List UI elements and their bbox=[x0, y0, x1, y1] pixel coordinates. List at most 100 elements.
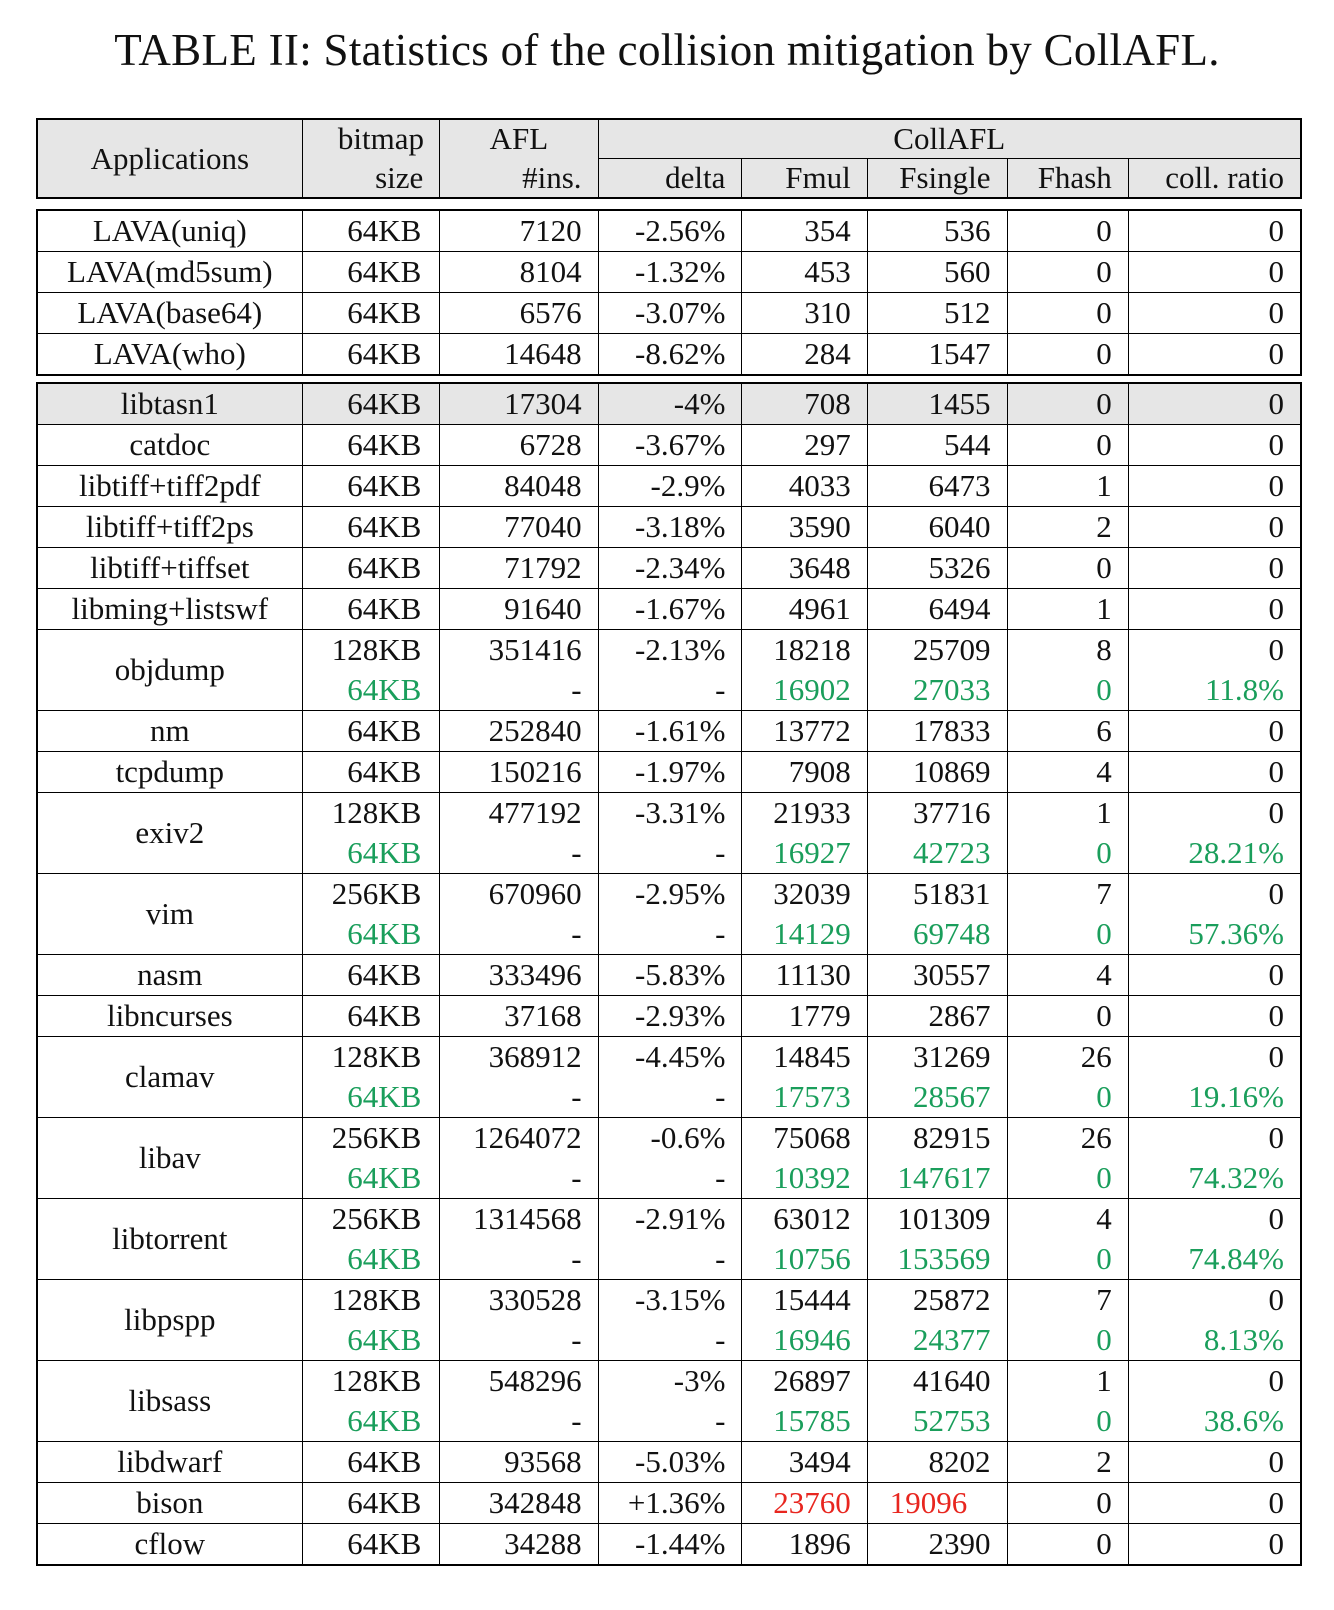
afl-cell: 477192 bbox=[439, 792, 599, 833]
fsingle-cell: 31269 bbox=[867, 1036, 1008, 1077]
ratio-cell: 0 bbox=[1268, 1120, 1285, 1155]
table-row: exiv2 128KB 477192 -3.31% 21933 37716 1 0 bbox=[37, 792, 1301, 874]
table-row: LAVA(who) 64KB 14648 -8.62% 284 1547 0 0 bbox=[37, 333, 1301, 375]
app-name-cell: libtorrent bbox=[37, 1198, 303, 1280]
ratio-cell: 0 bbox=[1128, 751, 1301, 793]
ratio-cell: 0 bbox=[1128, 547, 1301, 589]
ratio-cell: 0 bbox=[1128, 292, 1301, 334]
delta-cell: -1.97% bbox=[598, 751, 743, 793]
delta-alt-cell: - bbox=[598, 670, 743, 711]
fhash-cell: 0 bbox=[1007, 383, 1129, 425]
fmul-cell: 21933 bbox=[741, 792, 868, 833]
app-name-cell: LAVA(md5sum) bbox=[37, 251, 303, 293]
table-row-alt: 64KB - -10392 147617 0 74.32% bbox=[37, 1158, 1301, 1199]
table-row: nm 64KB 252840 -1.61% 13772 17833 6 0 bbox=[37, 710, 1301, 752]
fhash-cell: 1 bbox=[1007, 1360, 1129, 1401]
fhash-alt-cell: 0 bbox=[1007, 1401, 1129, 1442]
header-collafl: CollAFL bbox=[893, 121, 1006, 156]
ratio-cell: 0 bbox=[1268, 795, 1285, 830]
fhash-cell: 0 bbox=[1007, 547, 1129, 589]
ratio-cell: 0 bbox=[1128, 995, 1301, 1037]
bitmap-alt-cell: 64KB bbox=[302, 914, 441, 955]
delta-cell: -5.03% bbox=[598, 1441, 743, 1483]
delta-cell: -1.44% bbox=[598, 1523, 743, 1565]
delta-alt-cell: - bbox=[598, 833, 743, 874]
delta-cell: -3.31% bbox=[598, 792, 743, 833]
fmul-cell: 708 bbox=[741, 383, 868, 425]
afl-cell: 1314568 bbox=[439, 1198, 599, 1239]
afl-cell: 670960 bbox=[439, 873, 599, 914]
table-row-alt: 64KB - -10756 153569 0 74.84% bbox=[37, 1239, 1301, 1280]
header-fmul: Fmul bbox=[741, 158, 868, 198]
table-row: libdwarf 64KB 93568 -5.03% 3494 8202 2 0 bbox=[37, 1441, 1301, 1483]
delta-alt-cell: - bbox=[598, 1158, 743, 1199]
fsingle-cell: 30557 bbox=[867, 954, 1008, 996]
table-header: Applications bitmap AFL CollAFL size #in… bbox=[36, 118, 1302, 199]
fmul-cell: 1896 bbox=[741, 1523, 868, 1565]
table-row: libming+listswf 64KB 91640 -1.67% 4961 6494 1 0 bbox=[37, 588, 1301, 630]
delta-alt-cell: - bbox=[598, 1077, 743, 1118]
fhash-cell: 7 bbox=[1007, 873, 1129, 914]
delta-cell: -2.95% bbox=[598, 873, 743, 914]
delta-cell: -2.56% bbox=[598, 210, 743, 252]
table-row: objdump 128KB 351416 -2.13% 18218 25709 8 0 bbox=[37, 629, 1301, 711]
ratio-cell: 0 bbox=[1128, 251, 1301, 293]
bitmap-cell: 128KB bbox=[302, 1279, 441, 1320]
afl-alt-cell: - bbox=[439, 833, 599, 874]
fmul-cell: 13772 bbox=[741, 710, 868, 752]
fmul-cell: 3590 bbox=[741, 506, 868, 548]
fsingle-cell: 25872 bbox=[867, 1279, 1008, 1320]
afl-cell: 252840 bbox=[439, 710, 599, 752]
afl-cell: 37168 bbox=[439, 995, 599, 1037]
fhash-cell: 0 bbox=[1007, 333, 1129, 375]
bitmap-cell: 64KB bbox=[302, 547, 441, 589]
fsingle-alt-cell: 147617 bbox=[867, 1158, 1008, 1199]
afl-cell: 84048 bbox=[439, 465, 599, 507]
fsingle-cell: 512 bbox=[867, 292, 1008, 334]
fsingle-cell: 6494 bbox=[867, 588, 1008, 630]
app-name-cell: LAVA(who) bbox=[37, 333, 303, 375]
delta-cell: -3.18% bbox=[598, 506, 743, 548]
ratio-cell: 0 bbox=[1128, 588, 1301, 630]
afl-cell: 330528 bbox=[439, 1279, 599, 1320]
fhash-alt-cell: 0 bbox=[1007, 1239, 1129, 1280]
bitmap-cell: 64KB bbox=[302, 1482, 441, 1524]
bitmap-cell: 64KB bbox=[302, 710, 441, 752]
delta-cell: -2.9% bbox=[598, 465, 743, 507]
header-coll-ratio: coll. ratio bbox=[1128, 158, 1301, 198]
table-row: libtiff+tiff2pdf 64KB 84048 -2.9% 4033 6473 1 0 bbox=[37, 465, 1301, 507]
app-name-cell: libdwarf bbox=[37, 1441, 303, 1483]
table-row-alt: 64KB - -14129 69748 0 57.36% bbox=[37, 914, 1301, 955]
ratio-alt-cell: 74.84% bbox=[1128, 1239, 1301, 1280]
fmul-cell: 18218 bbox=[741, 629, 868, 670]
fmul-alt-cell: 16902 bbox=[741, 670, 868, 711]
fhash-cell: 0 bbox=[1007, 424, 1129, 466]
ratio-cell: 0 bbox=[1268, 1363, 1285, 1398]
afl-cell: 91640 bbox=[439, 588, 599, 630]
fsingle-cell: 560 bbox=[867, 251, 1008, 293]
app-name-cell: tcpdump bbox=[37, 751, 303, 793]
ratio-cell: 0 bbox=[1268, 1201, 1285, 1236]
fmul-cell: 354 bbox=[741, 210, 868, 252]
fhash-cell: 0 bbox=[1007, 251, 1129, 293]
fsingle-cell: 6040 bbox=[867, 506, 1008, 548]
ratio-cell: 0 bbox=[1268, 876, 1285, 911]
fsingle-cell: 2390 bbox=[867, 1523, 1008, 1565]
fsingle-alt-cell: 52753 bbox=[867, 1401, 1008, 1442]
fmul-cell: 32039 bbox=[741, 873, 868, 914]
app-name-cell: LAVA(base64) bbox=[37, 292, 303, 334]
header-bitmap-line2: size bbox=[302, 158, 441, 198]
delta-cell: +1.36% bbox=[598, 1482, 743, 1524]
table-row: libav 256KB 1264072 -0.6% 75068 82915 26 0 bbox=[37, 1117, 1301, 1199]
afl-cell: 17304 bbox=[439, 383, 599, 425]
app-name-cell: clamav bbox=[37, 1036, 303, 1118]
bitmap-cell: 64KB bbox=[302, 424, 441, 466]
header-applications: Applications bbox=[37, 119, 303, 198]
table-row: libtorrent 256KB 1314568 -2.91% 63012 101309 4… bbox=[37, 1198, 1301, 1280]
app-name-cell: catdoc bbox=[37, 424, 303, 466]
fmul-cell: 3494 bbox=[741, 1441, 868, 1483]
fsingle-cell: 5326 bbox=[867, 547, 1008, 589]
table-row-alt: 64KB - -15785 52753 0 38.6% bbox=[37, 1401, 1301, 1442]
ratio-cell: 0 bbox=[1128, 1482, 1301, 1524]
fsingle-cell: 1547 bbox=[867, 333, 1008, 375]
